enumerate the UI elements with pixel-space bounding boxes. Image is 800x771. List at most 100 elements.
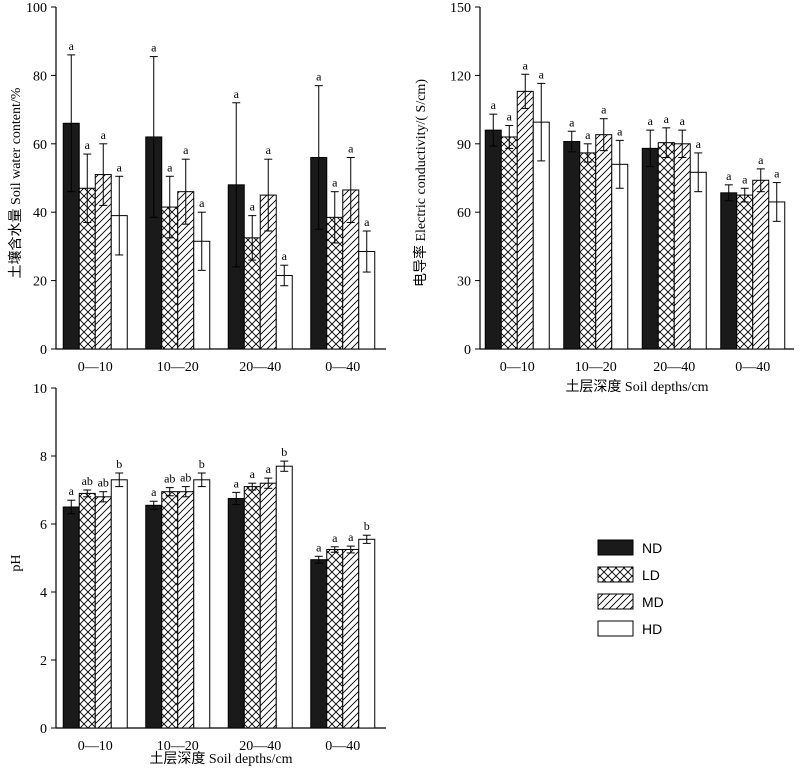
y-axis-title: pH [9,554,24,571]
bar-md [752,179,770,350]
significance-label: a [617,124,623,138]
bar-ld [657,142,675,350]
significance-label: a [250,200,256,214]
chart-panel-2: 0 30 60 90 120 150 电导率 Electric conductivity/(… [412,1,794,395]
y-tick-label: 20 [33,275,47,290]
significance-label: a [151,485,157,499]
significance-label: b [364,519,370,533]
significance-label: a [774,167,780,181]
significance-label: a [199,196,205,210]
significance-label: a [680,114,686,128]
x-category-label: 10—20 [157,360,199,375]
significance-label: a [316,540,322,554]
significance-label: b [281,445,287,459]
y-tick-label: 8 [40,450,47,465]
significance-label: a [266,462,272,476]
y-tick-label: 60 [33,138,47,153]
significance-label: a [332,531,338,545]
y-tick-label: 4 [40,586,47,601]
bar-md [595,134,613,350]
x-category-label: 10—20 [575,360,617,375]
y-tick-label: 0 [464,343,471,358]
x-category-label: 20—40 [239,739,281,754]
bar-hd [275,465,293,729]
bar-ld [161,491,179,729]
significance-label: a [282,249,288,263]
significance-label: a [85,138,91,152]
significance-label: a [69,39,75,53]
significance-label: a [332,176,338,190]
bar-nd [484,129,502,350]
y-tick-label: 10 [33,382,47,397]
bar-ld [243,486,261,729]
bar-hd [193,479,211,729]
bar-nd [62,506,80,729]
legend-swatch-nd [597,539,634,556]
bar-hd [110,479,128,729]
bar-hd [611,163,629,350]
x-category-label: 0—40 [325,360,360,375]
y-axis-title: 土壤含水量 Soil water content/% [7,87,24,278]
significance-label: ab [82,474,93,488]
significance-label: a [69,484,75,498]
significance-label: a [491,98,497,112]
significance-label: a [234,476,240,490]
significance-label: a [523,58,529,72]
bar-ld [500,136,518,350]
significance-label: a [348,141,354,155]
bar-ld [736,194,754,350]
significance-label: a [101,128,107,142]
y-tick-label: 150 [450,1,471,16]
significance-label: a [601,103,607,117]
significance-label: a [151,41,157,55]
significance-label: a [664,112,670,126]
significance-label: a [539,67,545,81]
y-tick-label: 80 [33,69,47,84]
bar-hd [768,201,786,350]
y-tick-label: 6 [40,518,47,533]
legend-swatch-hd [597,620,634,637]
significance-label: b [116,457,122,471]
bar-md [516,90,534,350]
bar-md [177,491,195,729]
significance-label: b [199,457,205,471]
significance-label: ab [164,472,175,486]
bar-ld [579,152,597,350]
legend-label-nd: ND [642,540,662,556]
legend-label-ld: LD [642,567,660,583]
bar-nd [145,504,163,729]
significance-label: a [316,70,322,84]
y-axis-title: 电导率 Electric conductivity/( S/cm) [412,79,429,287]
significance-label: a [266,143,272,157]
significance-label: a [364,215,370,229]
significance-label: a [726,169,732,183]
x-category-label: 10—20 [157,739,199,754]
bar-md [259,482,277,729]
significance-label: a [183,143,189,157]
bar-nd [227,498,245,729]
bar-nd [641,147,659,350]
x-category-label: 0—40 [735,360,770,375]
x-category-label: 0—10 [78,360,113,375]
legend-swatch-md [597,593,634,610]
x-category-label: 0—10 [78,739,113,754]
significance-label: a [167,160,173,174]
legend: ND LD MD HD [597,539,664,637]
significance-label: a [117,160,123,174]
significance-label: a [234,87,240,101]
x-axis-title: 土层深度 Soil depths/cm [149,751,292,767]
significance-label: a [569,115,575,129]
significance-label: a [348,530,354,544]
bar-nd [563,141,581,350]
x-category-label: 0—40 [325,739,360,754]
bar-hd [358,538,376,729]
y-tick-label: 100 [26,1,47,16]
bar-md [342,549,360,729]
bar-hd [275,274,293,350]
significance-label: a [648,114,654,128]
y-tick-label: 0 [40,722,47,737]
y-tick-label: 30 [457,275,471,290]
significance-label: a [250,467,256,481]
